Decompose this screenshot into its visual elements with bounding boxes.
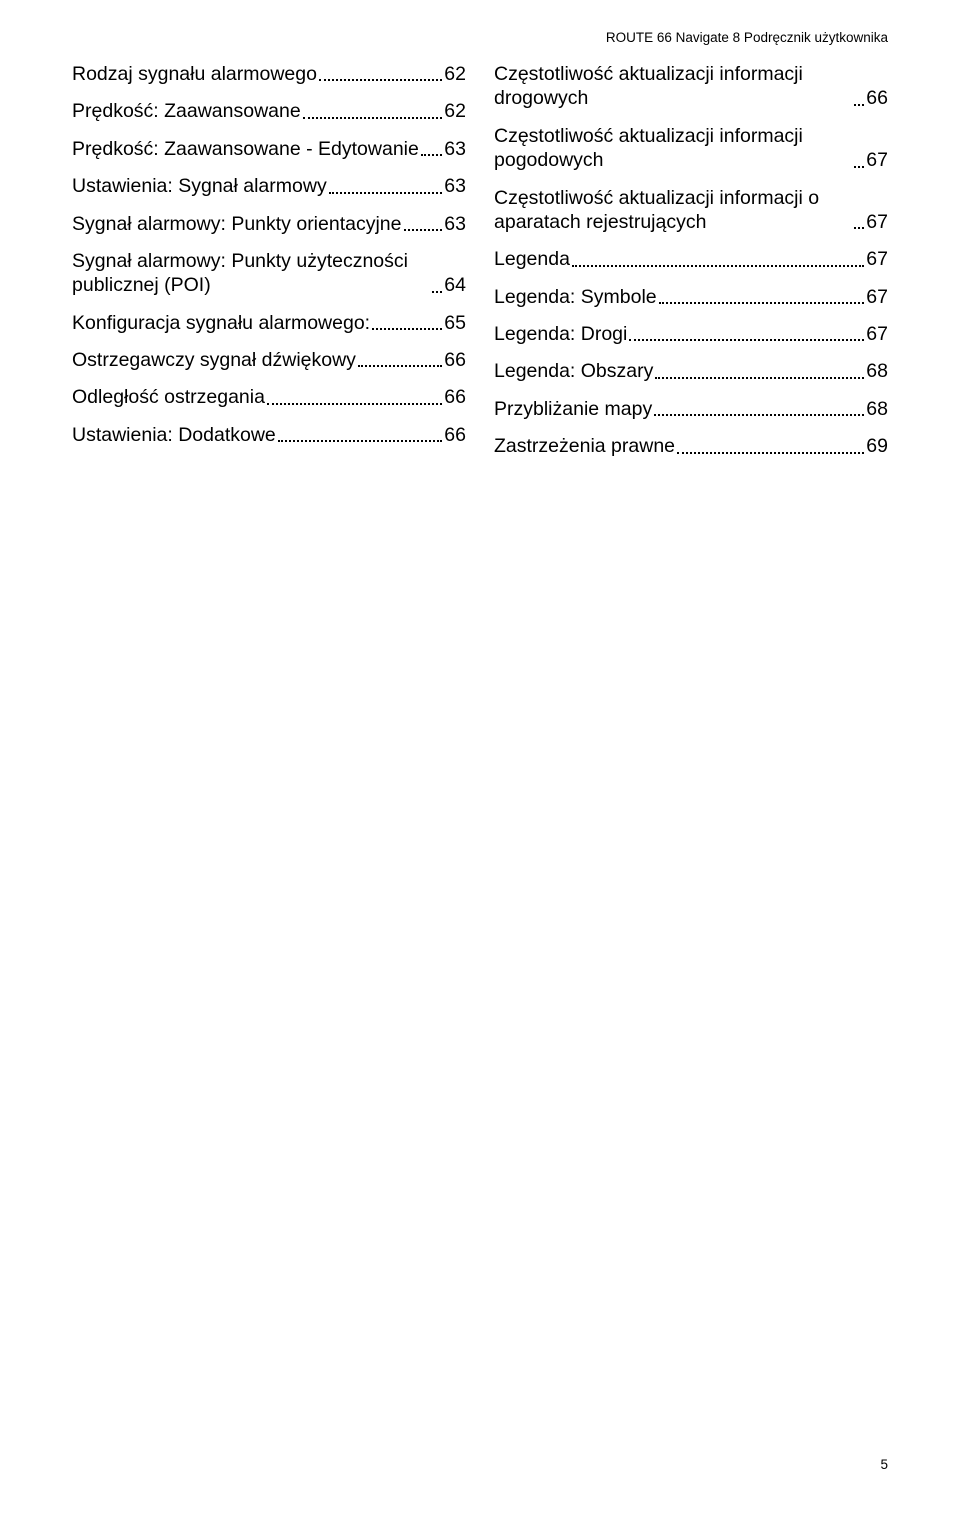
toc-entry: Ustawienia: Sygnał alarmowy 63 [72, 174, 466, 198]
toc-dot-leader [267, 403, 442, 405]
toc-entry-page: 66 [444, 423, 466, 447]
toc-entry-page: 63 [444, 137, 466, 161]
toc-dot-leader [303, 117, 443, 119]
toc-entry-page: 67 [866, 247, 888, 271]
toc-entry: Zastrzeżenia prawne 69 [494, 434, 888, 458]
toc-dot-leader [319, 79, 442, 81]
toc-dot-leader [329, 192, 443, 194]
page-number: 5 [880, 1457, 888, 1472]
toc-entry-page: 62 [444, 62, 466, 86]
toc-entry-label: Legenda [494, 247, 570, 271]
toc-dot-leader [854, 227, 864, 229]
toc-entry-page: 65 [444, 311, 466, 335]
toc-dot-leader [654, 414, 864, 416]
toc-entry: Częstotliwość aktualizacji informacji po… [494, 124, 888, 173]
toc-entry-label: Rodzaj sygnału alarmowego [72, 62, 317, 86]
toc-entry-page: 66 [866, 86, 888, 110]
toc-entry: Przybliżanie mapy 68 [494, 397, 888, 421]
toc-entry-label: Legenda: Obszary [494, 359, 653, 383]
toc-entry-page: 69 [866, 434, 888, 458]
toc-entry-label: Ostrzegawczy sygnał dźwiękowy [72, 348, 356, 372]
toc-right-column: Częstotliwość aktualizacji informacji dr… [494, 62, 888, 472]
toc-entry: Częstotliwość aktualizacji informacji o … [494, 186, 888, 235]
toc-entry: Prędkość: Zaawansowane - Edytowanie 63 [72, 137, 466, 161]
toc-dot-leader [655, 377, 864, 379]
toc-dot-leader [404, 229, 443, 231]
toc-dot-leader [432, 291, 442, 293]
toc-entry-label: Legenda: Symbole [494, 285, 657, 309]
toc-entry: Ostrzegawczy sygnał dźwiękowy 66 [72, 348, 466, 372]
toc-entry-label: Zastrzeżenia prawne [494, 434, 675, 458]
toc-entry-label: Częstotliwość aktualizacji informacji o … [494, 186, 852, 235]
toc-entry-label: Sygnał alarmowy: Punkty orientacyjne [72, 212, 402, 236]
document-header: ROUTE 66 Navigate 8 Podręcznik użytkowni… [606, 30, 888, 45]
toc-entry: Legenda 67 [494, 247, 888, 271]
toc-left-column: Rodzaj sygnału alarmowego62Prędkość: Zaa… [72, 62, 466, 472]
toc-entry-label: Legenda: Drogi [494, 322, 627, 346]
toc-entry-page: 63 [444, 174, 466, 198]
toc-dot-leader [572, 265, 864, 267]
toc-entry: Sygnał alarmowy: Punkty użyteczności pub… [72, 249, 466, 298]
toc-entry-page: 64 [444, 273, 466, 297]
toc-entry: Odległość ostrzegania 66 [72, 385, 466, 409]
toc-entry: Konfiguracja sygnału alarmowego: 65 [72, 311, 466, 335]
toc-content: Rodzaj sygnału alarmowego62Prędkość: Zaa… [72, 62, 888, 472]
toc-entry: Legenda: Symbole 67 [494, 285, 888, 309]
toc-entry-page: 68 [866, 359, 888, 383]
toc-entry-page: 67 [866, 210, 888, 234]
toc-entry-label: Częstotliwość aktualizacji informacji dr… [494, 62, 852, 111]
toc-entry-label: Ustawienia: Sygnał alarmowy [72, 174, 327, 198]
toc-entry-page: 62 [444, 99, 466, 123]
toc-dot-leader [358, 365, 442, 367]
toc-entry-label: Odległość ostrzegania [72, 385, 265, 409]
toc-entry-label: Częstotliwość aktualizacji informacji po… [494, 124, 852, 173]
toc-entry: Legenda: Obszary 68 [494, 359, 888, 383]
toc-dot-leader [421, 154, 442, 156]
toc-entry-page: 68 [866, 397, 888, 421]
toc-entry: Legenda: Drogi 67 [494, 322, 888, 346]
toc-entry-page: 66 [444, 385, 466, 409]
toc-dot-leader [854, 104, 864, 106]
toc-entry-label: Konfiguracja sygnału alarmowego: [72, 311, 370, 335]
toc-entry: Rodzaj sygnału alarmowego 62 [72, 62, 466, 86]
toc-entry-page: 67 [866, 285, 888, 309]
toc-dot-leader [629, 339, 864, 341]
toc-entry-label: Sygnał alarmowy: Punkty użyteczności pub… [72, 249, 430, 298]
toc-entry: Sygnał alarmowy: Punkty orientacyjne 63 [72, 212, 466, 236]
toc-dot-leader [278, 440, 443, 442]
toc-dot-leader [854, 166, 864, 168]
toc-dot-leader [659, 302, 865, 304]
toc-entry-page: 63 [444, 212, 466, 236]
toc-entry-page: 67 [866, 148, 888, 172]
toc-entry-label: Prędkość: Zaawansowane - Edytowanie [72, 137, 419, 161]
toc-entry-page: 66 [444, 348, 466, 372]
toc-entry: Częstotliwość aktualizacji informacji dr… [494, 62, 888, 111]
toc-entry-label: Przybliżanie mapy [494, 397, 652, 421]
toc-dot-leader [677, 452, 864, 454]
toc-entry: Ustawienia: Dodatkowe 66 [72, 423, 466, 447]
toc-entry-label: Prędkość: Zaawansowane [72, 99, 301, 123]
toc-entry: Prędkość: Zaawansowane 62 [72, 99, 466, 123]
toc-entry-page: 67 [866, 322, 888, 346]
toc-dot-leader [372, 328, 442, 330]
toc-entry-label: Ustawienia: Dodatkowe [72, 423, 276, 447]
